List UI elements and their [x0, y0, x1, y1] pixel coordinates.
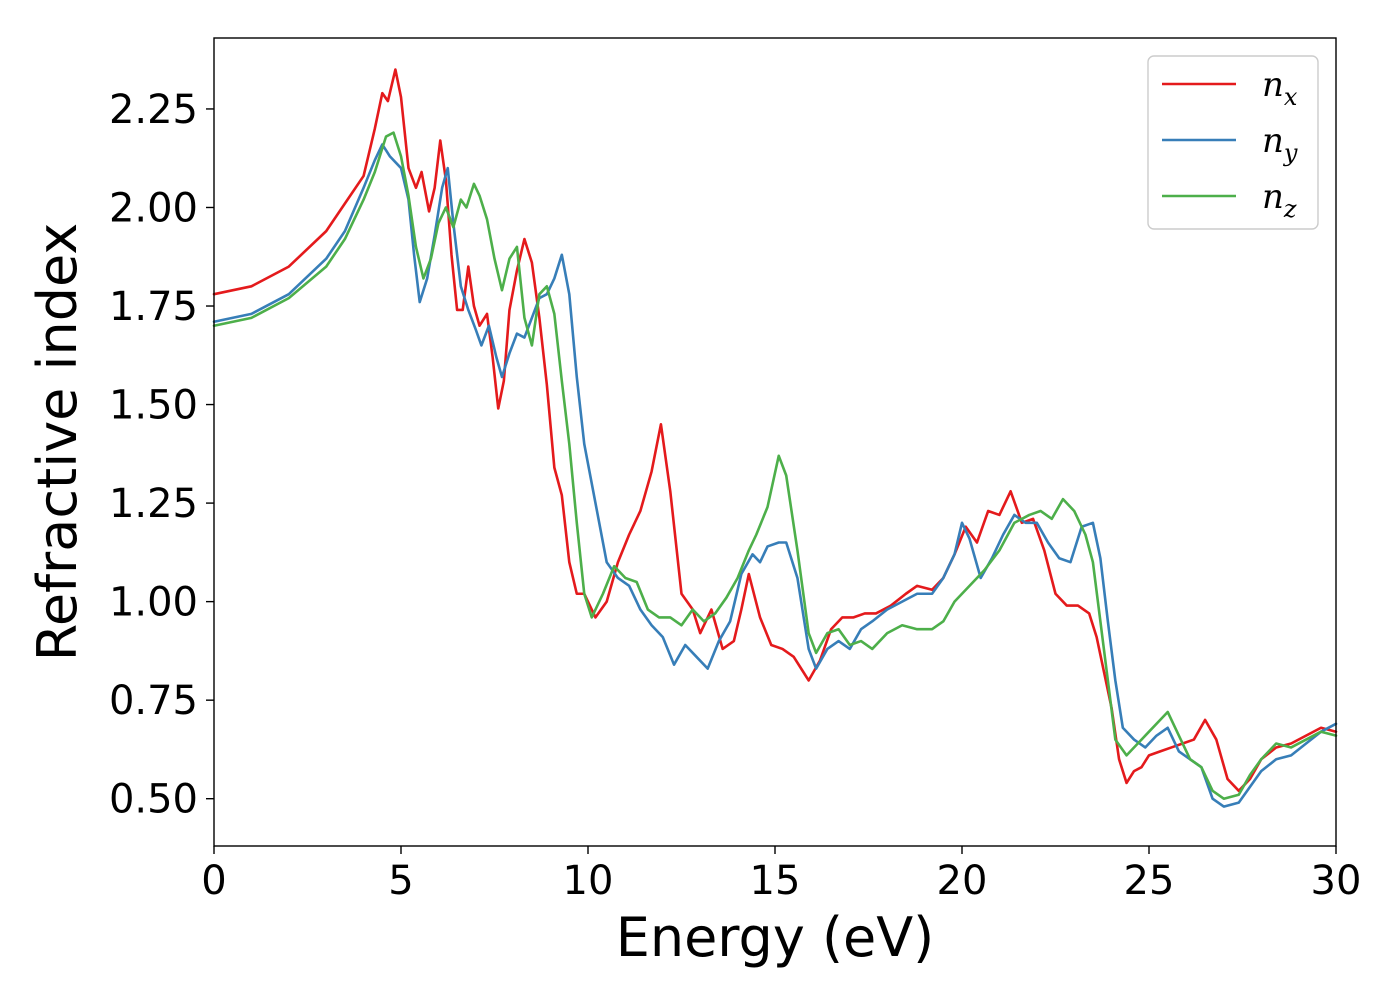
legend-label-subscript: y — [1283, 139, 1298, 167]
series-line-x — [212, 68, 1338, 793]
y-tick-label: 1.25 — [109, 481, 198, 527]
legend-label-x: nx — [1262, 65, 1298, 111]
y-axis-title: Refractive index — [26, 223, 89, 662]
legend-label-y: ny — [1262, 121, 1298, 167]
y-tick-label: 2.25 — [109, 87, 198, 133]
y-tick-label: 1.75 — [109, 284, 198, 330]
legend-label-base: n — [1262, 65, 1284, 105]
legend-label-base: n — [1262, 177, 1284, 217]
y-tick-label: 2.00 — [109, 185, 198, 231]
series-layer — [212, 68, 1338, 808]
legend-label-subscript: z — [1283, 195, 1297, 223]
x-tick-label: 25 — [1124, 858, 1175, 904]
y-tick-label: 1.00 — [109, 580, 198, 626]
x-axis-title: Energy (eV) — [616, 906, 935, 969]
legend-box — [1147, 55, 1319, 230]
x-tick-label: 15 — [750, 858, 801, 904]
x-tick-label: 30 — [1311, 858, 1362, 904]
y-tick-label: 0.75 — [109, 678, 198, 724]
x-axis-ticks: 0 5 10 15 20 25 30 — [201, 846, 1361, 904]
x-tick-label: 20 — [937, 858, 988, 904]
y-axis-ticks: 0.50 0.75 1.00 1.25 1.50 1.75 2.00 2.25 — [109, 87, 214, 823]
series-line-z — [212, 131, 1338, 800]
legend-label-z: nz — [1262, 177, 1297, 223]
legend-label-base: n — [1262, 121, 1284, 161]
y-tick-label: 1.50 — [109, 383, 198, 429]
y-tick-label: 0.50 — [109, 777, 198, 823]
x-tick-label: 0 — [201, 858, 226, 904]
x-tick-label: 10 — [563, 858, 614, 904]
legend-label-subscript: x — [1284, 83, 1298, 111]
x-tick-label: 5 — [388, 858, 413, 904]
